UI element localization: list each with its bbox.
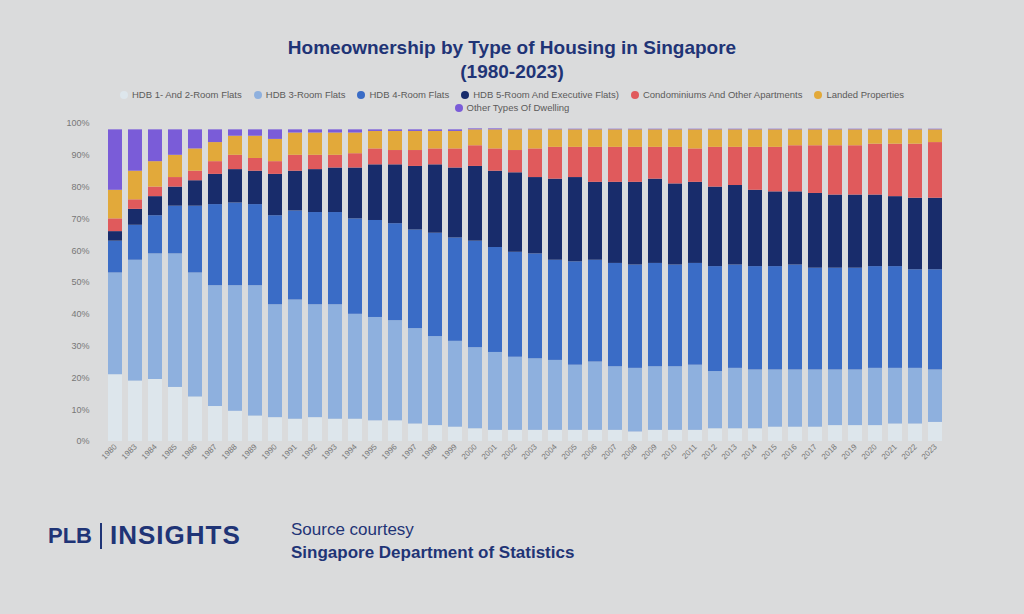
- svg-text:1987: 1987: [200, 442, 219, 461]
- svg-text:2004: 2004: [540, 442, 559, 461]
- svg-text:1989: 1989: [240, 442, 259, 461]
- svg-text:1997: 1997: [400, 442, 419, 461]
- svg-text:2007: 2007: [600, 442, 619, 461]
- svg-text:90%: 90%: [71, 150, 89, 160]
- svg-text:2002: 2002: [500, 442, 519, 461]
- svg-text:2015: 2015: [760, 442, 779, 461]
- svg-text:100%: 100%: [66, 118, 89, 128]
- svg-text:2008: 2008: [620, 442, 639, 461]
- svg-text:70%: 70%: [71, 214, 89, 224]
- svg-text:20%: 20%: [71, 373, 89, 383]
- html-text:HDB 1- And 2-Room Flats: HDB 1- And 2-Room Flats: [131, 89, 242, 100]
- svg-text:1999: 1999: [440, 442, 459, 461]
- svg-text:2018: 2018: [820, 442, 839, 461]
- svg-text:2000: 2000: [460, 442, 479, 461]
- html-text:HDB 4-Room Flats: HDB 4-Room Flats: [369, 89, 450, 100]
- svg-text:1994: 1994: [340, 442, 359, 461]
- svg-text:2017: 2017: [800, 442, 819, 461]
- html-text:Singapore Department of Statis: Singapore Department of Statistics: [291, 543, 575, 562]
- svg-text:2012: 2012: [700, 442, 719, 461]
- svg-text:1993: 1993: [320, 442, 339, 461]
- svg-text:2009: 2009: [640, 442, 659, 461]
- svg-text:50%: 50%: [71, 277, 89, 287]
- svg-text:2010: 2010: [660, 442, 679, 461]
- html-text:Other Types Of Dwelling: Other Types Of Dwelling: [466, 102, 570, 113]
- svg-text:1985: 1985: [160, 442, 179, 461]
- svg-text:2013: 2013: [720, 442, 739, 461]
- html-text:Source courtesy: Source courtesy: [291, 520, 414, 539]
- svg-text:80%: 80%: [71, 182, 89, 192]
- svg-text:30%: 30%: [71, 341, 89, 351]
- svg-text:2014: 2014: [740, 442, 759, 461]
- svg-text:1988: 1988: [220, 442, 239, 461]
- svg-text:1990: 1990: [260, 442, 279, 461]
- html-text:(1980-2023): (1980-2023): [460, 61, 564, 82]
- html-text:INSIGHTS: INSIGHTS: [110, 520, 241, 550]
- svg-text:40%: 40%: [71, 309, 89, 319]
- html-text:PLB: PLB: [48, 522, 92, 548]
- svg-text:1992: 1992: [300, 442, 319, 461]
- svg-text:1996: 1996: [380, 442, 399, 461]
- html-text:Homeownership by Type of Housi: Homeownership by Type of Housing in Sing…: [287, 37, 737, 58]
- svg-text:2022: 2022: [900, 442, 919, 461]
- svg-text:1991: 1991: [280, 442, 299, 461]
- svg-text:1983: 1983: [120, 442, 139, 461]
- svg-text:0%: 0%: [76, 436, 89, 446]
- svg-text:2023: 2023: [920, 442, 939, 461]
- svg-text:2001: 2001: [480, 442, 499, 461]
- svg-text:2006: 2006: [580, 442, 599, 461]
- svg-text:1984: 1984: [140, 442, 159, 461]
- svg-text:1995: 1995: [360, 442, 379, 461]
- html-text:HDB 5-Room And Executive Flats: HDB 5-Room And Executive Flats): [473, 89, 619, 100]
- svg-text:2003: 2003: [520, 442, 539, 461]
- html-text:Landed Properties: Landed Properties: [826, 89, 904, 100]
- svg-text:10%: 10%: [71, 405, 89, 415]
- svg-text:2011: 2011: [680, 442, 699, 461]
- html-text:HDB 3-Room Flats: HDB 3-Room Flats: [265, 89, 346, 100]
- svg-text:1998: 1998: [420, 442, 439, 461]
- svg-text:2016: 2016: [780, 442, 799, 461]
- svg-text:1980: 1980: [100, 442, 119, 461]
- svg-text:2020: 2020: [860, 442, 879, 461]
- svg-text:1986: 1986: [180, 442, 199, 461]
- svg-text:2019: 2019: [840, 442, 859, 461]
- svg-text:2021: 2021: [880, 442, 899, 461]
- svg-text:60%: 60%: [71, 246, 89, 256]
- html-text:Condominiums And Other Apartme: Condominiums And Other Apartments: [642, 89, 803, 100]
- svg-text:2005: 2005: [560, 442, 579, 461]
